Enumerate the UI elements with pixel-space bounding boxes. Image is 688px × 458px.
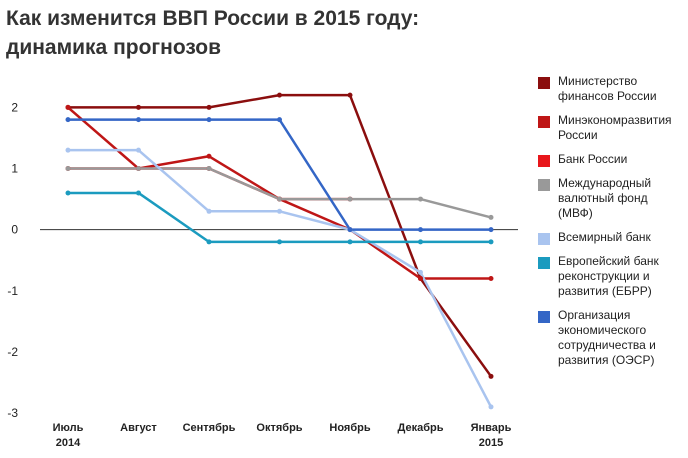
line-chart: 2 1 0 -1 -2 -3 Июль 2014 Август Сентябрь Октябрь Н… bbox=[7, 92, 518, 449]
legend-label-line: Минэкономразвития bbox=[558, 113, 672, 127]
data-point[interactable] bbox=[418, 276, 423, 282]
x-tick-label: Ноябрь bbox=[329, 422, 370, 434]
data-point[interactable] bbox=[488, 214, 494, 220]
series-line-0 bbox=[66, 93, 493, 378]
data-point[interactable] bbox=[347, 92, 353, 98]
data-point[interactable] bbox=[418, 196, 423, 202]
x-tick-label: Октябрь bbox=[256, 422, 302, 434]
data-point[interactable] bbox=[136, 166, 141, 172]
legend-swatch bbox=[538, 233, 550, 245]
x-tick-label: Июль bbox=[53, 422, 84, 434]
x-tick-label-year: 2014 bbox=[56, 437, 81, 449]
data-point[interactable] bbox=[136, 104, 141, 110]
legend-label-line: экономического bbox=[558, 323, 647, 337]
data-point[interactable] bbox=[277, 117, 282, 123]
data-point[interactable] bbox=[418, 239, 423, 245]
legend-label-line: развития (ЕБРР) bbox=[558, 284, 652, 298]
data-point[interactable] bbox=[206, 208, 212, 214]
series-points bbox=[65, 92, 494, 410]
data-point[interactable] bbox=[277, 208, 282, 214]
legend-swatch bbox=[538, 77, 550, 89]
y-tick-label: 0 bbox=[11, 223, 18, 237]
data-point[interactable] bbox=[65, 166, 71, 172]
legend-item[interactable]: Международный валютный фонд (МВФ) bbox=[538, 176, 686, 221]
legend-label-line: Банк России bbox=[558, 152, 628, 166]
legend-item[interactable]: Банк России bbox=[538, 152, 686, 167]
legend-label-line: Министерство bbox=[558, 74, 638, 88]
y-tick-label: -1 bbox=[7, 284, 18, 298]
legend-label-line: финансов России bbox=[558, 89, 657, 103]
data-point[interactable] bbox=[206, 239, 212, 245]
legend: Министерство финансов России Минэкономразв… bbox=[538, 74, 686, 377]
legend-swatch bbox=[538, 179, 550, 191]
y-tick-label: 1 bbox=[11, 162, 18, 176]
data-point[interactable] bbox=[206, 166, 212, 172]
legend-label-line: России bbox=[558, 128, 598, 142]
y-tick-label: -2 bbox=[7, 345, 18, 359]
y-tick-label: 2 bbox=[11, 100, 18, 114]
legend-swatch bbox=[538, 257, 550, 269]
legend-label-line: Европейский банк bbox=[558, 254, 659, 268]
legend-label-line: Международный bbox=[558, 176, 652, 190]
data-point[interactable] bbox=[347, 239, 353, 245]
data-point[interactable] bbox=[65, 190, 71, 196]
data-point[interactable] bbox=[136, 147, 141, 153]
series-line-2 bbox=[66, 167, 352, 201]
legend-label-line: реконструкции и bbox=[558, 269, 650, 283]
legend-label-line: развития (ОЭСР) bbox=[558, 353, 655, 367]
legend-label-line: Организация bbox=[558, 308, 631, 322]
y-tick-label: -3 bbox=[7, 406, 18, 420]
legend-item[interactable]: Всемирный банк bbox=[538, 230, 686, 245]
legend-label-line: (МВФ) bbox=[558, 206, 593, 220]
data-point[interactable] bbox=[65, 117, 71, 123]
data-point[interactable] bbox=[488, 404, 494, 410]
data-point[interactable] bbox=[488, 373, 494, 379]
data-point[interactable] bbox=[488, 227, 494, 233]
legend-swatch bbox=[538, 155, 550, 167]
data-point[interactable] bbox=[65, 147, 71, 153]
data-point[interactable] bbox=[347, 227, 353, 233]
data-point[interactable] bbox=[136, 190, 141, 196]
data-point[interactable] bbox=[277, 239, 282, 245]
legend-swatch bbox=[538, 311, 550, 323]
data-point[interactable] bbox=[206, 117, 212, 123]
data-point[interactable] bbox=[488, 276, 494, 282]
x-tick-label: Декабрь bbox=[398, 422, 444, 434]
legend-item[interactable]: Минэкономразвития России bbox=[538, 113, 686, 143]
x-tick-label: Август bbox=[120, 422, 157, 434]
x-tick-label-year: 2015 bbox=[479, 437, 503, 449]
y-axis-ticks: 2 1 0 -1 -2 -3 bbox=[7, 100, 18, 420]
legend-item[interactable]: Европейский банк реконструкции и развития … bbox=[538, 254, 686, 299]
chart-title: Как изменится ВВП России в 2015 году: ди… bbox=[6, 4, 419, 62]
data-point[interactable] bbox=[418, 227, 423, 233]
x-axis-ticks: Июль 2014 Август Сентябрь Октябрь Ноябрь Декаб… bbox=[53, 422, 512, 449]
chart-title-line-2: динамика прогнозов bbox=[6, 36, 222, 59]
data-point[interactable] bbox=[488, 239, 494, 245]
data-point[interactable] bbox=[418, 269, 423, 275]
x-tick-label: Сентябрь bbox=[183, 422, 236, 434]
data-point[interactable] bbox=[277, 196, 282, 202]
legend-label-line: валютный фонд bbox=[558, 191, 648, 205]
legend-item[interactable]: Организация экономического сотрудничества … bbox=[538, 308, 686, 368]
legend-swatch bbox=[538, 116, 550, 128]
data-point[interactable] bbox=[65, 104, 71, 110]
x-tick-label: Январь bbox=[471, 422, 512, 434]
chart-title-line-1: Как изменится ВВП России в 2015 году: bbox=[6, 7, 420, 30]
data-point[interactable] bbox=[206, 153, 212, 159]
legend-label-line: сотрудничества и bbox=[558, 338, 656, 352]
legend-item[interactable]: Министерство финансов России bbox=[538, 74, 686, 104]
legend-label-line: Всемирный банк bbox=[558, 230, 651, 244]
data-point[interactable] bbox=[277, 92, 282, 98]
data-point[interactable] bbox=[206, 104, 212, 110]
series-lines bbox=[66, 93, 493, 409]
data-point[interactable] bbox=[136, 117, 141, 123]
data-point[interactable] bbox=[347, 196, 353, 202]
